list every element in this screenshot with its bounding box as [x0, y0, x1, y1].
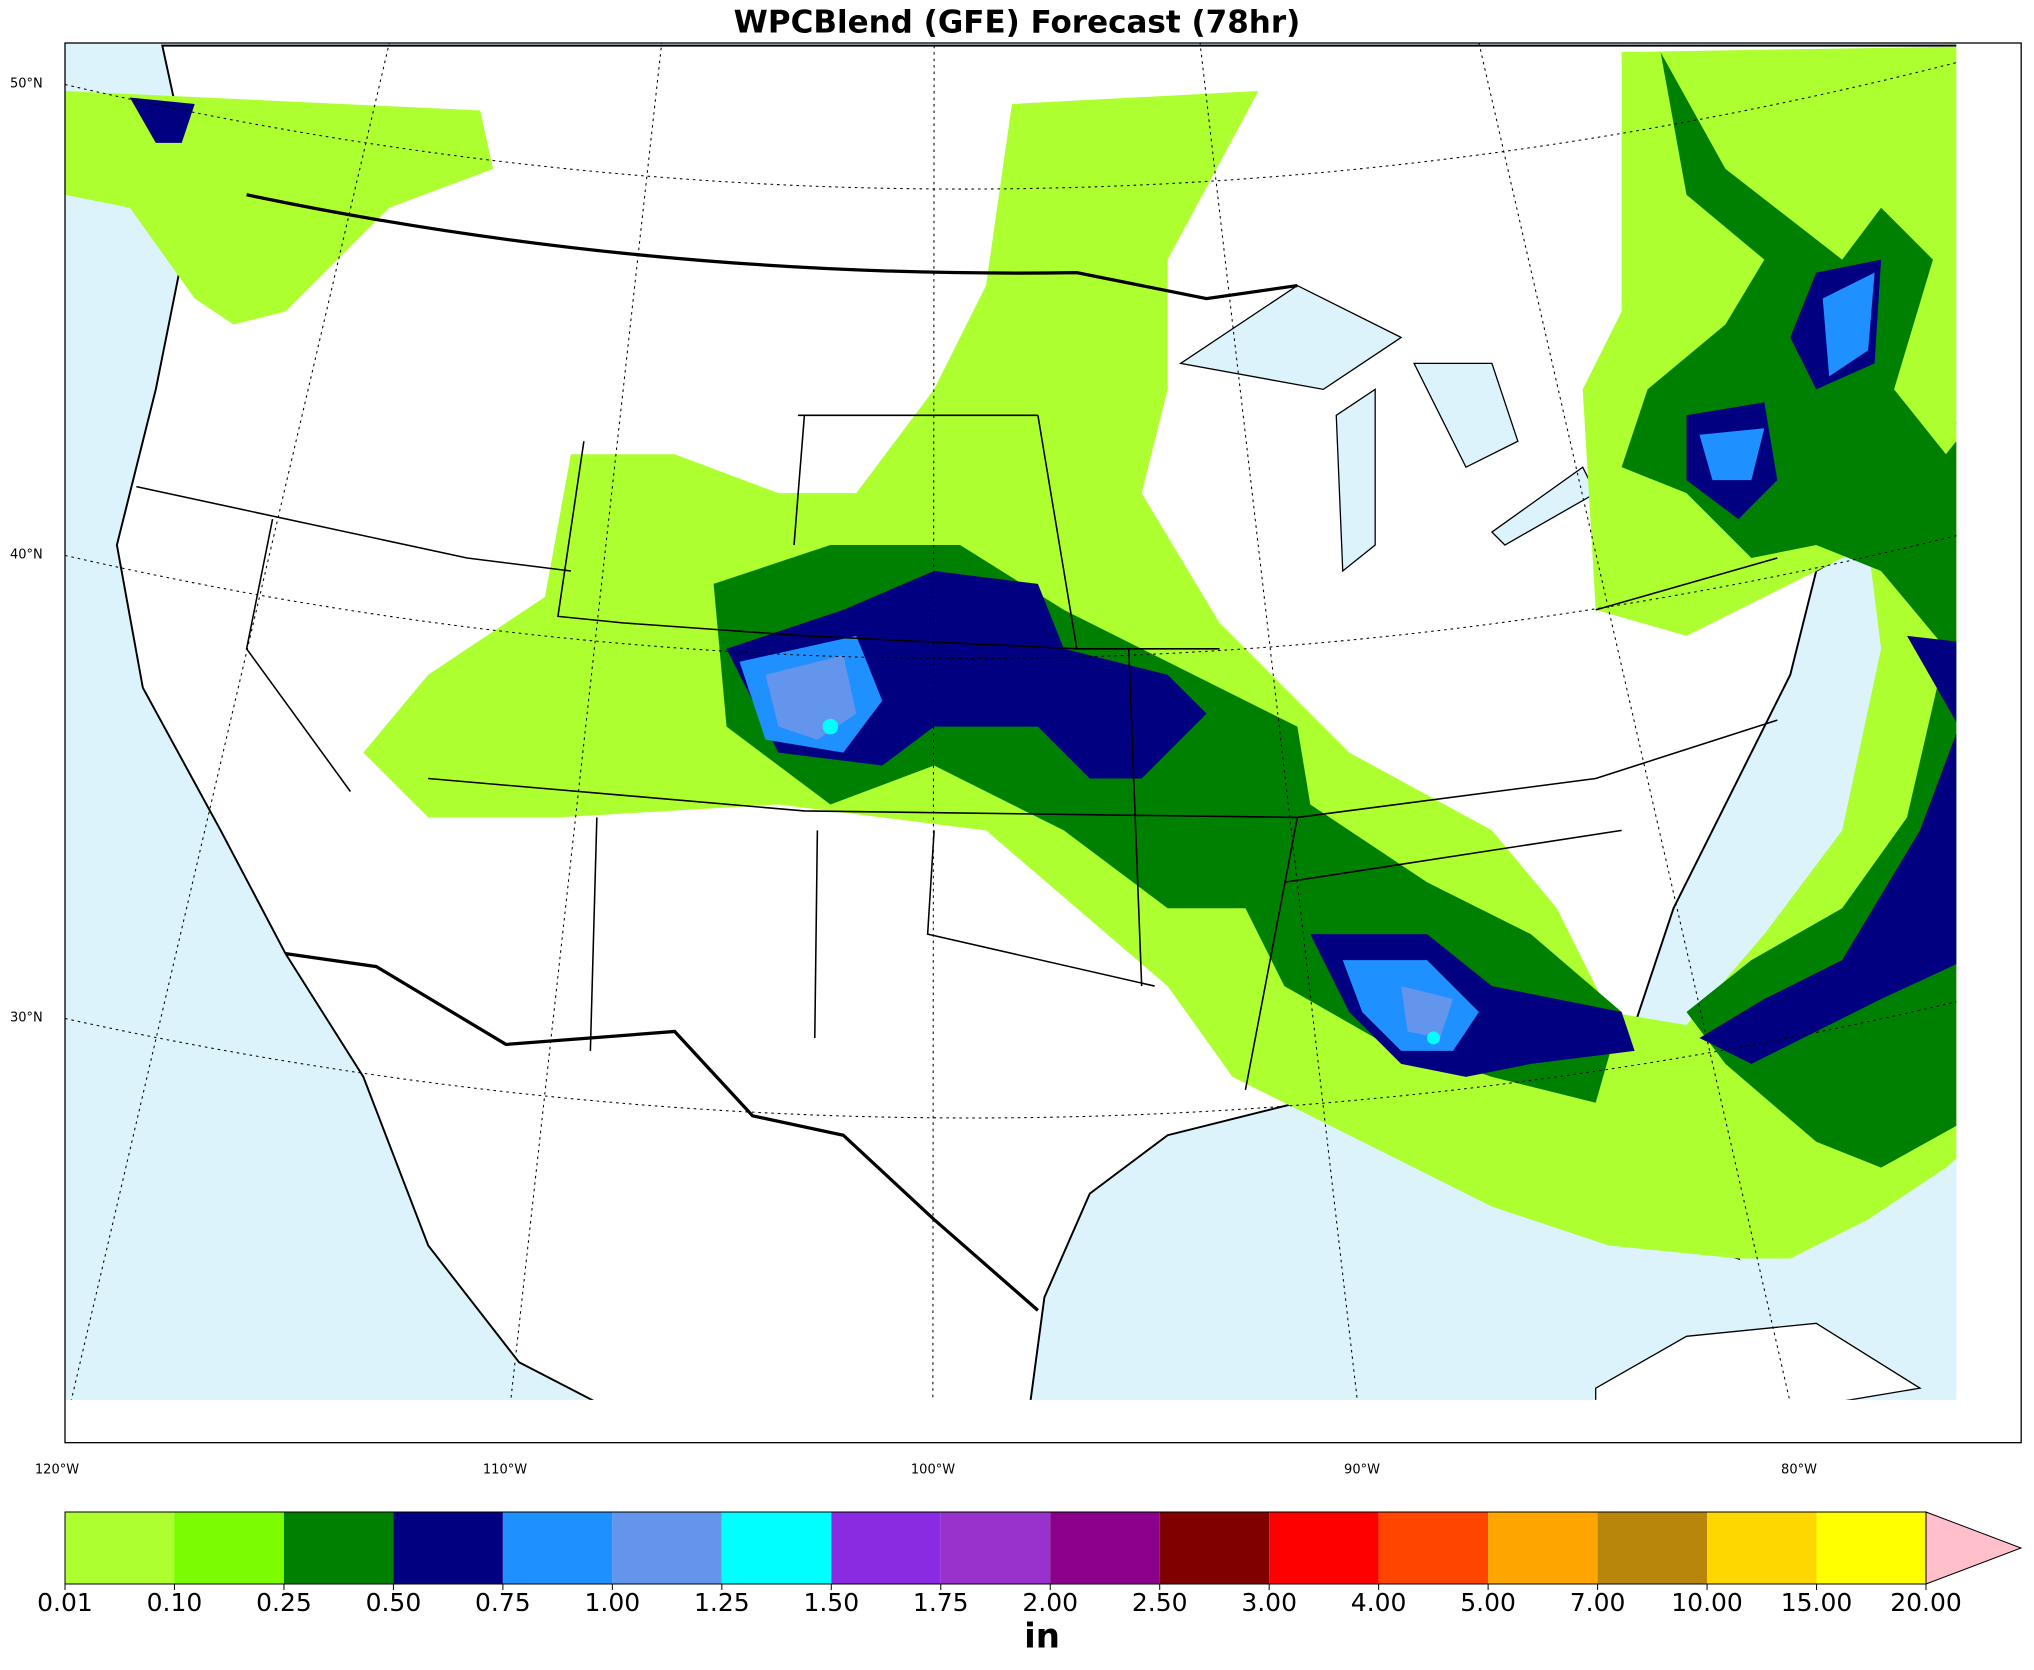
- colorbar-box: [283, 1512, 394, 1584]
- colorbar-label: 0.10: [147, 1588, 203, 1617]
- lat-label: 50°N: [10, 77, 43, 92]
- lon-label: 80°W: [1781, 1463, 1817, 1478]
- colorbar-label: 20.00: [1890, 1588, 1962, 1617]
- colorbar-box: [612, 1512, 722, 1584]
- colorbar-box: [831, 1512, 941, 1584]
- colorbar-label: 2.50: [1132, 1588, 1188, 1617]
- colorbar-label: 10.00: [1671, 1588, 1743, 1617]
- colorbar-box: [393, 1512, 503, 1584]
- colorbar-label: 0.50: [366, 1588, 422, 1617]
- colorbar-box: [1597, 1512, 1708, 1584]
- map: [64, 42, 2022, 1444]
- lat-label: 30°N: [10, 1011, 43, 1026]
- colorbar-label: 1.00: [585, 1588, 641, 1617]
- borders: [246, 193, 1298, 1312]
- colorbar-box: [1707, 1512, 1817, 1584]
- lat-label: 40°N: [10, 548, 43, 563]
- colorbar-label: 2.00: [1022, 1588, 1078, 1617]
- colorbar-extend: [1925, 1511, 2023, 1585]
- colorbar-label: 7.00: [1570, 1588, 1626, 1617]
- colorbar-label: 1.50: [803, 1588, 859, 1617]
- colorbar-label: 4.00: [1351, 1588, 1407, 1617]
- state-lines: [136, 414, 1778, 1090]
- lon-label: 120°W: [35, 1463, 79, 1478]
- lon-label: 100°W: [911, 1463, 955, 1478]
- colorbar-label: 5.00: [1460, 1588, 1516, 1617]
- colorbar-label: 0.01: [37, 1588, 93, 1617]
- colorbar-box: [1159, 1512, 1270, 1584]
- lon-label: 110°W: [483, 1463, 527, 1478]
- colorbar-box: [1488, 1512, 1598, 1584]
- colorbar-label: 0.25: [256, 1588, 312, 1617]
- colorbar-label: 0.75: [475, 1588, 531, 1617]
- map-frame: [64, 42, 2022, 1444]
- colorbar-label: 3.00: [1241, 1588, 1297, 1617]
- great-lakes: [1178, 284, 1597, 573]
- cuba: [1595, 1322, 1922, 1400]
- title: WPCBlend (GFE) Forecast (78hr): [734, 5, 1301, 41]
- colorbar-unit: in: [1024, 1617, 1060, 1657]
- colorbar-box: [65, 1512, 175, 1584]
- colorbar-box: [1269, 1512, 1379, 1584]
- colorbar-box: [1050, 1512, 1160, 1584]
- colorbar-box: [174, 1512, 284, 1584]
- colorbar-box: [940, 1512, 1051, 1584]
- colorbar-outline: [64, 1511, 1926, 1585]
- lon-label: 90°W: [1344, 1463, 1380, 1478]
- colorbar-label: 1.25: [694, 1588, 750, 1617]
- colorbar-box: [1378, 1512, 1489, 1584]
- colorbar-box: [721, 1512, 832, 1584]
- colorbar-box: [1816, 1512, 1926, 1584]
- colorbar-box: [502, 1512, 613, 1584]
- precip: [65, 46, 1957, 1259]
- colorbar-label: 1.75: [913, 1588, 969, 1617]
- colorbar-label: 15.00: [1781, 1588, 1853, 1617]
